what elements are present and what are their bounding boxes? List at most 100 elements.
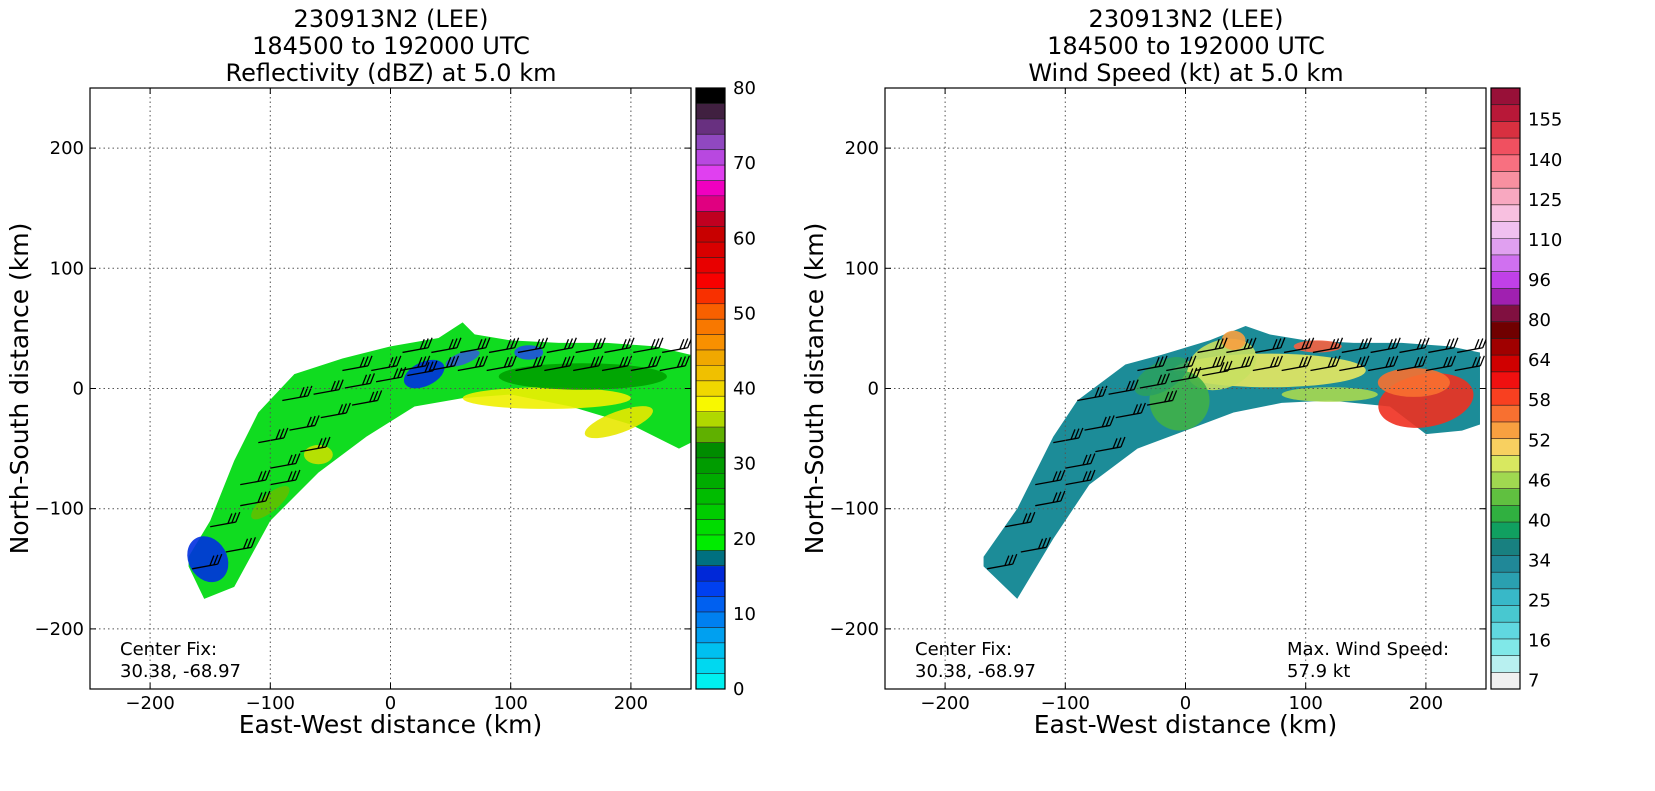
wind-barb-shaft (1368, 365, 1394, 372)
wind-barb-feather (295, 453, 301, 464)
wind-barb-feather (1362, 338, 1369, 349)
colorbar-segment (1491, 338, 1520, 356)
wind-barb-feather (680, 356, 686, 367)
wind-barb-feather (1450, 355, 1457, 367)
colorbar-segment (696, 427, 725, 443)
colorbar-segment (1491, 622, 1520, 640)
colorbar-segment (696, 365, 725, 382)
colorbar-tick-label: 96 (1528, 270, 1551, 291)
wind-barb-feather (1420, 338, 1426, 349)
y-tick-label: 0 (868, 379, 879, 400)
wind-barb-shaft (1065, 462, 1091, 469)
wind-barb-feather (684, 355, 690, 367)
wind-barb-shaft (1146, 399, 1173, 406)
wind-barb-shaft (1454, 365, 1481, 372)
x-tick-label: 0 (1180, 693, 1191, 714)
wind-barb-feather (359, 357, 365, 368)
wind-barb-feather (1247, 338, 1253, 349)
wind-barb-shaft (1341, 347, 1368, 354)
wind-barb-feather (246, 537, 253, 549)
wind-barb-shaft (1428, 347, 1455, 354)
colorbar-segment (696, 673, 725, 690)
colorbar-segment (696, 272, 725, 289)
colorbar-segment (1491, 88, 1520, 106)
wind-barb-feather (1154, 357, 1160, 368)
wind-barb-feather (1453, 337, 1459, 349)
wind-barb-shaft (517, 347, 544, 354)
wind-barb-shaft (1035, 500, 1061, 507)
wind-barb-feather (1164, 373, 1171, 384)
wind-barb-feather (1102, 385, 1108, 397)
wind-barb-feather (1241, 357, 1247, 368)
wind-barb-feather (1298, 357, 1304, 368)
wind-barb-feather (317, 438, 323, 449)
colorbar-tick-label: 80 (1528, 310, 1551, 331)
wind-barb-feather (621, 338, 627, 350)
colorbar (695, 87, 726, 690)
field-patch (1377, 368, 1450, 397)
colorbar-segment (696, 457, 725, 474)
wind-barb-feather (683, 338, 689, 349)
colorbar-segment (696, 165, 725, 181)
wind-barb-feather (1443, 357, 1449, 368)
reflectivity-panel: 230913N2 (LEE)184500 to 192000 UTCReflec… (5, 5, 756, 739)
wind-barb-shaft (371, 365, 397, 372)
y-axis-label: North-South distance (km) (800, 223, 829, 555)
wind-barb-shaft (1281, 365, 1308, 372)
wind-barb-feather (307, 385, 313, 397)
wind-barb-shaft (1255, 347, 1281, 354)
wind-barb-feather (1273, 356, 1280, 367)
wind-barb-shaft (1053, 437, 1079, 444)
wind-barb-shaft (1166, 365, 1192, 372)
wind-barb-feather (1082, 454, 1088, 466)
colorbar-segment (1491, 321, 1520, 339)
wind-barb-feather (1105, 415, 1111, 427)
wind-barb-shaft (1339, 365, 1366, 372)
colorbar-segment (696, 257, 725, 274)
colorbar-tick-label: 70 (733, 153, 756, 174)
colorbar-tick-label: 40 (1528, 510, 1551, 531)
colorbar-segment (696, 473, 725, 490)
wind-barb-shaft (1399, 347, 1426, 354)
colorbar-tick-label: 52 (1528, 430, 1551, 451)
colorbar (1490, 87, 1521, 690)
colorbar-segment (1491, 138, 1520, 156)
wind-barb-feather (1218, 338, 1224, 349)
wind-barb-feather (478, 356, 485, 367)
chart-title-line: 184500 to 192000 UTC (1047, 32, 1325, 60)
wind-barb-feather (1337, 337, 1344, 349)
colorbar-segment (1491, 271, 1520, 289)
wind-barb-feather (650, 338, 656, 350)
colorbar-tick-label: 20 (733, 529, 756, 550)
wind-barb-feather (1037, 538, 1044, 549)
wind-barb-feather (1269, 357, 1276, 368)
colorbar-segment (696, 565, 725, 582)
wind-barb-feather (590, 357, 596, 368)
x-tick-label: −200 (125, 693, 174, 714)
wind-barb-feather (1471, 357, 1478, 368)
wind-barb-feather (1056, 470, 1062, 481)
wind-barb-shaft (1312, 347, 1339, 354)
colorbar-segment (696, 195, 725, 212)
wind-barb-feather (1052, 492, 1058, 503)
colorbar-frame (695, 87, 726, 690)
wind-barb-feather (1192, 367, 1198, 379)
colorbar-tick-label: 155 (1528, 110, 1562, 131)
wind-barb-feather (367, 355, 373, 367)
plot-area (187, 322, 691, 599)
wind-barb-shaft (1197, 347, 1224, 354)
wind-barb-shaft (486, 365, 513, 372)
colorbar-segment (1491, 121, 1520, 139)
wind-barb-shaft (575, 347, 602, 354)
wind-barb-feather (1251, 337, 1257, 349)
wind-barb-feather (209, 555, 215, 566)
wind-barb-feather (510, 338, 516, 349)
wind-barb-shaft (431, 347, 458, 354)
wind-barb-feather (503, 357, 509, 368)
grid (885, 88, 1486, 689)
colorbar-segment (696, 288, 725, 305)
colorbar-segment (696, 334, 725, 351)
wind-barb-feather (1060, 490, 1066, 502)
